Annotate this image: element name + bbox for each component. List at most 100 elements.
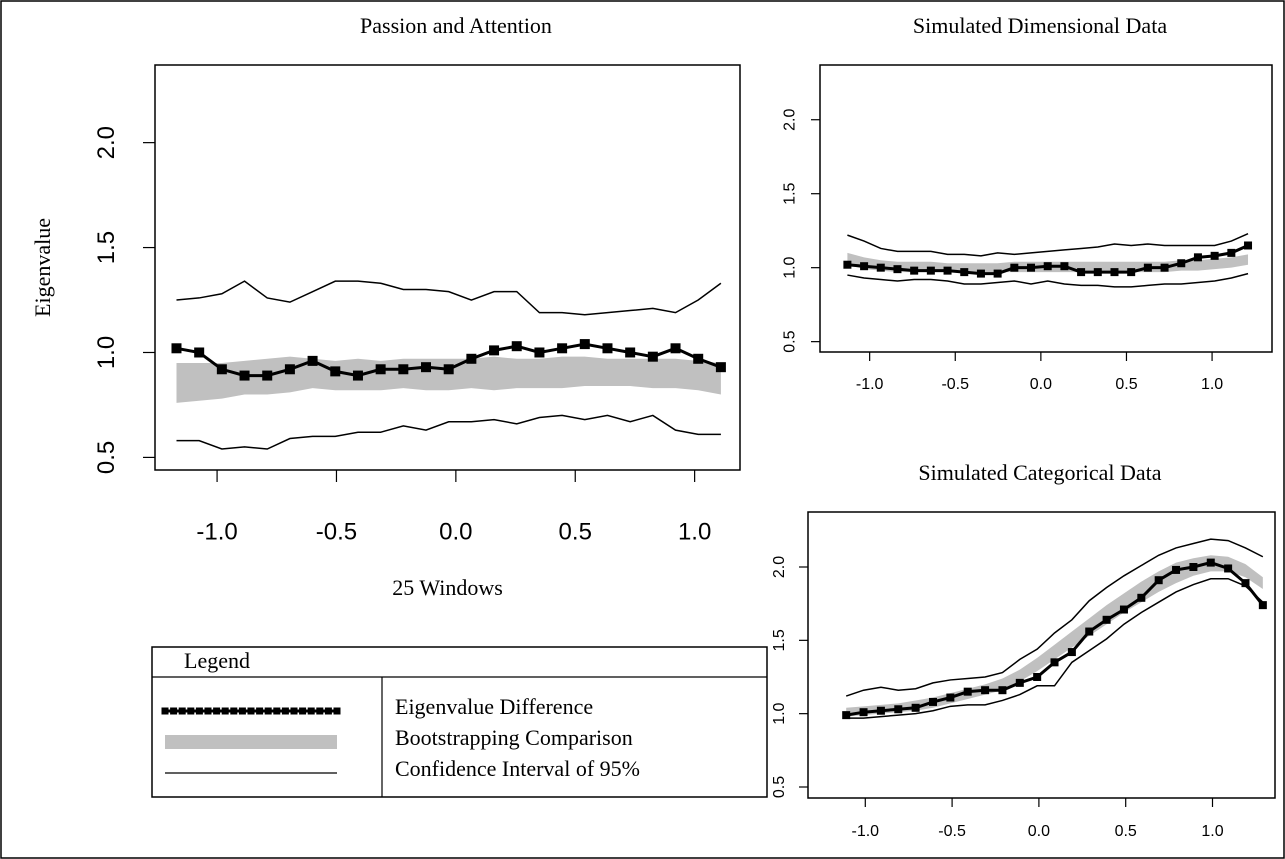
ci-lower-line bbox=[847, 272, 1249, 288]
legend-swatch-point bbox=[204, 707, 212, 715]
x-tick-label: 1.0 bbox=[678, 518, 711, 545]
legend-label: Bootstrapping Comparison bbox=[395, 725, 633, 750]
difference-point bbox=[1010, 263, 1019, 272]
difference-point bbox=[1224, 564, 1233, 573]
bootstrap-band bbox=[176, 356, 721, 403]
ci-upper-line bbox=[847, 232, 1249, 257]
difference-point bbox=[860, 262, 869, 271]
difference-point bbox=[1143, 263, 1152, 272]
difference-point bbox=[1050, 658, 1059, 667]
x-tick-label: 0.0 bbox=[1030, 376, 1052, 393]
legend-swatch-point bbox=[161, 707, 169, 715]
difference-point bbox=[946, 693, 955, 702]
difference-point bbox=[602, 343, 613, 354]
difference-point bbox=[511, 341, 522, 352]
difference-point bbox=[1077, 268, 1086, 277]
difference-point bbox=[625, 347, 636, 358]
difference-point bbox=[963, 687, 972, 696]
difference-point bbox=[1093, 268, 1102, 277]
x-tick-label: -1.0 bbox=[852, 823, 880, 840]
legend-swatch-point bbox=[264, 707, 272, 715]
legend-swatch-point bbox=[178, 707, 186, 715]
difference-point bbox=[943, 266, 952, 275]
x-tick-label: -0.5 bbox=[938, 823, 966, 840]
legend-swatch-point bbox=[273, 707, 281, 715]
difference-point bbox=[911, 703, 920, 712]
legend-label: Eigenvalue Difference bbox=[395, 694, 593, 719]
difference-point bbox=[1258, 601, 1267, 610]
legend-swatch-point bbox=[213, 707, 221, 715]
difference-point bbox=[1102, 615, 1111, 624]
y-tick-label: 1.0 bbox=[771, 702, 788, 724]
legend-swatch-point bbox=[307, 707, 315, 715]
difference-point bbox=[1227, 248, 1236, 257]
legend-swatch-point bbox=[290, 707, 298, 715]
y-tick-label: 2.0 bbox=[93, 126, 120, 159]
x-tick-label: 0.0 bbox=[1028, 823, 1050, 840]
plot-frame bbox=[819, 64, 1273, 353]
legend-swatch-point bbox=[195, 707, 203, 715]
legend-swatch bbox=[165, 735, 337, 749]
y-tick-label: 0.5 bbox=[781, 330, 798, 352]
y-tick-label: 0.5 bbox=[771, 776, 788, 798]
x-tick-label: 1.0 bbox=[1201, 823, 1223, 840]
difference-point bbox=[1177, 259, 1186, 268]
difference-point bbox=[1241, 579, 1250, 588]
difference-point bbox=[557, 343, 568, 354]
chart-title: Simulated Categorical Data bbox=[918, 460, 1161, 485]
x-axis-label: 25 Windows bbox=[392, 575, 503, 600]
x-tick-label: -0.5 bbox=[941, 376, 969, 393]
difference-point bbox=[1244, 241, 1253, 250]
difference-point bbox=[171, 343, 182, 354]
legend-label: Confidence Interval of 95% bbox=[395, 756, 640, 781]
difference-point bbox=[894, 705, 903, 714]
difference-point bbox=[893, 265, 902, 274]
y-tick-label: 1.0 bbox=[781, 256, 798, 278]
legend-swatch-point bbox=[170, 707, 178, 715]
difference-point bbox=[842, 711, 851, 720]
difference-point bbox=[1160, 263, 1169, 272]
y-tick-label: 1.0 bbox=[93, 336, 120, 369]
difference-point bbox=[216, 364, 227, 375]
legend-swatch-point bbox=[187, 707, 195, 715]
y-tick-label: 1.5 bbox=[781, 182, 798, 204]
difference-point bbox=[876, 263, 885, 272]
difference-point bbox=[1043, 262, 1052, 271]
difference-point bbox=[489, 345, 500, 356]
difference-point bbox=[993, 269, 1002, 278]
y-tick-label: 2.0 bbox=[771, 556, 788, 578]
difference-point bbox=[352, 370, 363, 381]
difference-point bbox=[1015, 678, 1024, 687]
x-tick-label: -1.0 bbox=[856, 376, 884, 393]
difference-point bbox=[693, 353, 704, 364]
difference-point bbox=[1189, 563, 1198, 571]
difference-point bbox=[579, 339, 590, 350]
legend-swatch-point bbox=[333, 707, 341, 715]
legend-swatch-point bbox=[247, 707, 255, 715]
difference-point bbox=[1033, 673, 1042, 681]
legend-swatch-point bbox=[299, 707, 307, 715]
difference-point bbox=[859, 708, 868, 717]
difference-point bbox=[466, 353, 477, 364]
legend-swatch-point bbox=[238, 707, 246, 715]
difference-point bbox=[534, 347, 545, 358]
difference-point bbox=[1027, 263, 1036, 272]
difference-point bbox=[421, 362, 432, 373]
x-tick-label: 0.5 bbox=[1115, 823, 1137, 840]
difference-point bbox=[926, 266, 935, 275]
legend-swatch-point bbox=[256, 707, 264, 715]
plot-frame bbox=[154, 64, 741, 471]
difference-point bbox=[960, 268, 969, 277]
chart-title: Passion and Attention bbox=[360, 13, 552, 38]
ci-upper-line bbox=[845, 538, 1264, 697]
x-tick-label: 0.5 bbox=[1115, 376, 1137, 393]
difference-point bbox=[715, 362, 726, 373]
difference-point bbox=[1154, 576, 1163, 585]
difference-point bbox=[981, 686, 990, 695]
difference-point bbox=[1085, 627, 1094, 636]
difference-point bbox=[670, 343, 681, 354]
difference-point bbox=[910, 266, 919, 275]
x-tick-label: 0.0 bbox=[439, 518, 472, 545]
legend-swatch-point bbox=[316, 707, 324, 715]
